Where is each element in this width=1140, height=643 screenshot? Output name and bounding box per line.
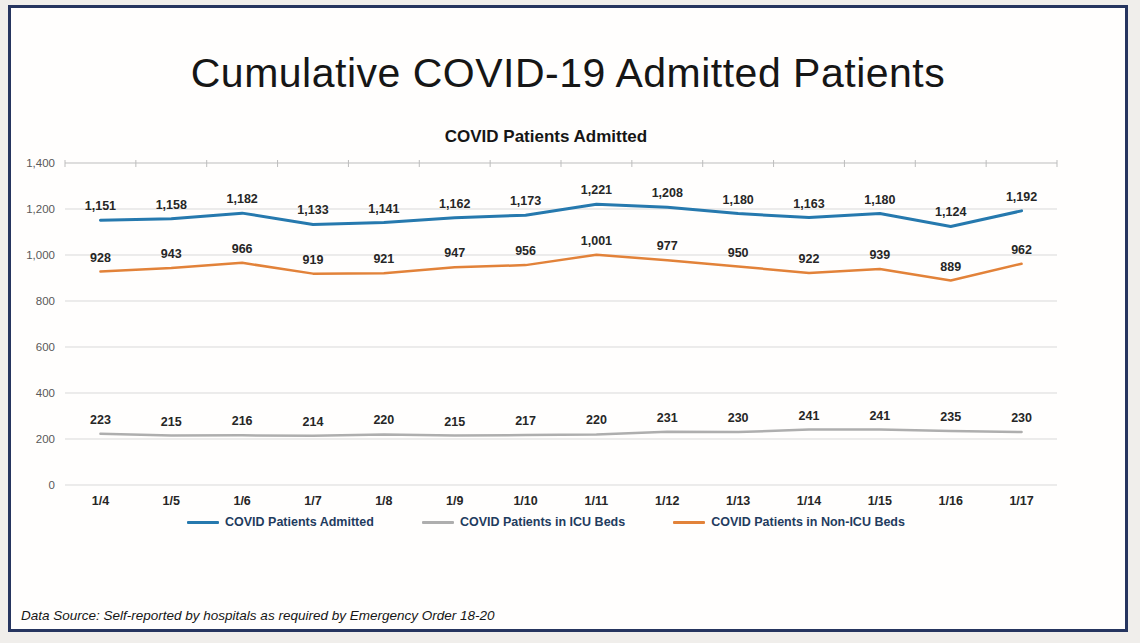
data-label: 215 [444, 415, 465, 429]
x-axis-labels: 1/4 1/5 1/6 1/7 1/8 1/9 1/10 1/11 1/12 1/13 1/14 1/… [92, 494, 1034, 508]
y-tick-label: 1,400 [26, 157, 55, 169]
data-label: 943 [161, 247, 182, 261]
data-label: 919 [303, 253, 324, 267]
report-page: Cumulative COVID-19 Admitted Patients CO… [8, 5, 1128, 632]
data-label: 939 [869, 248, 890, 262]
data-label: 220 [373, 413, 394, 427]
data-label: 962 [1011, 243, 1032, 257]
x-tick-label: 1/14 [797, 494, 821, 508]
data-label: 1,182 [227, 192, 258, 206]
gridlines [65, 209, 1057, 485]
data-label: 1,162 [439, 197, 470, 211]
chart-block: COVID Patients Admitted 0 200 400 600 800 1,0… [11, 127, 1125, 529]
legend-label: COVID Patients in ICU Beds [460, 515, 625, 529]
data-label: 956 [515, 244, 536, 258]
y-tick-label: 1,200 [26, 203, 55, 215]
x-tick-label: 1/5 [163, 494, 180, 508]
data-label: 977 [657, 239, 678, 253]
x-tick-label: 1/4 [92, 494, 109, 508]
data-label: 1,001 [581, 234, 612, 248]
data-label: 950 [728, 246, 749, 260]
top-axis [65, 160, 1057, 167]
legend-label: COVID Patients Admitted [225, 515, 374, 529]
x-tick-label: 1/13 [726, 494, 750, 508]
y-tick-label: 800 [36, 295, 55, 307]
x-tick-label: 1/11 [585, 494, 609, 508]
data-label: 1,192 [1006, 190, 1037, 204]
data-label: 1,208 [652, 186, 683, 200]
data-label: 220 [586, 413, 607, 427]
data-label: 921 [373, 252, 394, 266]
x-tick-label: 1/9 [446, 494, 463, 508]
data-label: 216 [232, 414, 253, 428]
y-tick-label: 0 [49, 479, 55, 491]
chart-title: COVID Patients Admitted [0, 127, 1103, 147]
x-tick-label: 1/12 [655, 494, 679, 508]
data-label: 235 [940, 410, 961, 424]
legend-item-1: COVID Patients Admitted [187, 515, 374, 529]
data-label: 889 [940, 260, 961, 274]
legend-line-swatch [673, 521, 705, 524]
data-label: 1,173 [510, 194, 541, 208]
data-label: 217 [515, 414, 536, 428]
data-source-note: Data Source: Self-reported by hospitals … [21, 608, 495, 623]
data-label: 1,163 [793, 197, 824, 211]
y-tick-label: 1,000 [26, 249, 55, 261]
data-label: 231 [657, 411, 678, 425]
data-label: 241 [869, 409, 890, 423]
y-tick-label: 600 [36, 341, 55, 353]
page-title: Cumulative COVID-19 Admitted Patients [11, 50, 1125, 97]
data-label: 1,133 [297, 203, 328, 217]
chart-legend: COVID Patients Admitted COVID Patients in… [0, 515, 1103, 529]
data-label: 922 [799, 252, 820, 266]
data-label: 1,180 [864, 193, 895, 207]
data-label: 966 [232, 242, 253, 256]
x-tick-label: 1/6 [233, 494, 250, 508]
y-axis-labels: 0 200 400 600 800 1,000 1,200 1,400 [26, 157, 55, 491]
legend-label: COVID Patients in Non-ICU Beds [711, 515, 905, 529]
data-label: 928 [90, 251, 111, 265]
x-tick-label: 1/10 [513, 494, 537, 508]
data-label: 1,124 [935, 205, 966, 219]
legend-line-swatch [422, 521, 454, 524]
y-tick-label: 200 [36, 433, 55, 445]
y-tick-label: 400 [36, 387, 55, 399]
legend-item-2: COVID Patients in ICU Beds [422, 515, 625, 529]
data-label: 215 [161, 415, 182, 429]
data-label: 230 [728, 411, 749, 425]
data-label: 241 [799, 409, 820, 423]
series-line-1 [100, 204, 1021, 226]
x-tick-label: 1/15 [868, 494, 892, 508]
x-tick-label: 1/7 [304, 494, 321, 508]
x-tick-label: 1/16 [939, 494, 963, 508]
data-label: 230 [1011, 411, 1032, 425]
x-tick-label: 1/8 [375, 494, 392, 508]
data-labels-series-3: 928 943 966 919 921 947 956 1,001 977 950 922 939 88… [90, 234, 1032, 274]
legend-line-swatch [187, 521, 219, 524]
legend-item-3: COVID Patients in Non-ICU Beds [673, 515, 905, 529]
data-label: 1,158 [156, 198, 187, 212]
data-label: 1,180 [723, 193, 754, 207]
data-label: 214 [303, 415, 324, 429]
data-labels-series-2: 223 215 216 214 220 215 217 220 231 230 241 241 235 2… [90, 409, 1032, 429]
data-label: 1,221 [581, 183, 612, 197]
x-tick-label: 1/17 [1009, 494, 1033, 508]
data-label: 1,151 [85, 199, 116, 213]
series-line-2 [100, 430, 1021, 436]
data-label: 1,141 [368, 202, 399, 216]
data-label: 223 [90, 413, 111, 427]
chart-canvas: 0 200 400 600 800 1,000 1,200 1,400 1/4 1/5 1/6 1/7… [17, 149, 1105, 515]
data-label: 947 [444, 246, 465, 260]
